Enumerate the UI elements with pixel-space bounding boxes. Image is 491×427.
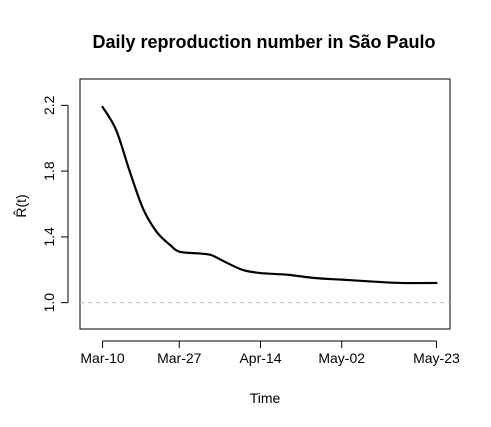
y-tick-label: 1.8 (41, 161, 57, 181)
x-axis: Mar-10 Mar-27 Apr-14 May-02 May-23 (80, 340, 460, 366)
y-tick-label: 1.4 (41, 227, 57, 247)
chart-title: Daily reproduction number in São Paulo (92, 32, 435, 52)
series-layer (101, 105, 438, 285)
x-tick-label: Mar-10 (80, 350, 125, 366)
x-axis-label: Time (250, 390, 281, 406)
x-tick-label: Mar-27 (157, 350, 202, 366)
x-tick-label: Apr-14 (239, 350, 281, 366)
y-axis-label: R̂(t) (13, 194, 29, 217)
y-axis: 1.0 1.4 1.8 2.2 (41, 95, 69, 313)
y-tick-label: 2.2 (41, 95, 57, 115)
x-tick-label: May-02 (318, 350, 365, 366)
x-tick-label: May-23 (413, 350, 460, 366)
series-line-0 (101, 105, 438, 285)
y-tick-label: 1.0 (41, 293, 57, 313)
plot-frame (79, 78, 451, 330)
